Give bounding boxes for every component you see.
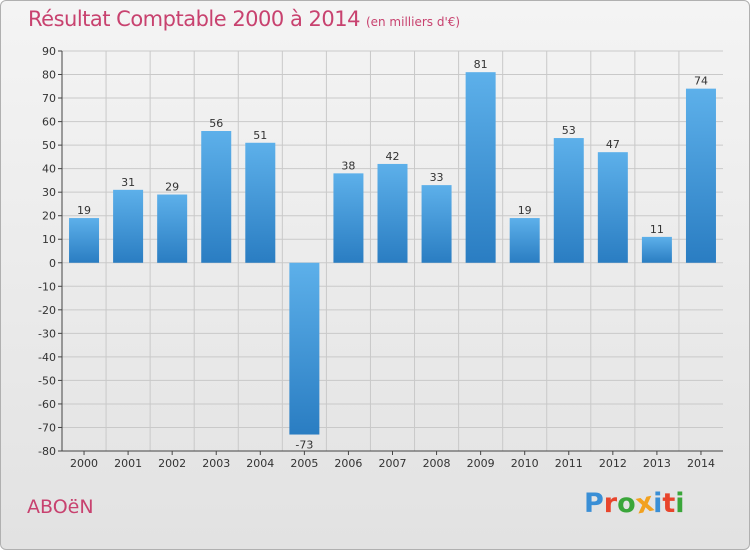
data-label-2009: 81 (474, 58, 488, 71)
x-tick-label: 2009 (467, 457, 495, 470)
y-tick-label: 80 (42, 69, 56, 82)
x-tick-label: 2006 (334, 457, 362, 470)
data-label-2014: 74 (694, 75, 708, 88)
x-tick-label: 2000 (70, 457, 98, 470)
bar-2014 (685, 88, 716, 263)
y-tick-label: -40 (38, 351, 56, 364)
logo-letter: P (584, 488, 604, 519)
y-tick-label: -80 (38, 445, 56, 458)
bar-2008 (421, 185, 452, 263)
x-tick-label: 2010 (511, 457, 539, 470)
chart-title: Résultat Comptable 2000 à 2014 (en millie… (28, 7, 460, 31)
x-tick-label: 2001 (114, 457, 142, 470)
y-tick-label: 0 (49, 257, 56, 270)
x-tick-label: 2002 (158, 457, 186, 470)
y-tick-label: 90 (42, 45, 56, 58)
bar-2004 (245, 142, 276, 263)
data-label-2010: 19 (518, 204, 532, 217)
y-tick-label: 50 (42, 139, 56, 152)
bar-2002 (157, 194, 188, 263)
data-label-2006: 38 (341, 159, 355, 172)
y-tick-label: 60 (42, 116, 56, 129)
y-tick-label: 30 (42, 186, 56, 199)
x-tick-label: 2005 (290, 457, 318, 470)
bar-2005 (289, 262, 320, 435)
y-tick-label: -10 (38, 280, 56, 293)
data-label-2005: -73 (295, 439, 313, 452)
y-tick-label: 10 (42, 233, 56, 246)
y-tick-label: -70 (38, 421, 56, 434)
data-label-2012: 47 (606, 138, 620, 151)
bar-2006 (333, 173, 364, 263)
logo-letter: r (603, 488, 618, 519)
x-tick-label: 2011 (555, 457, 583, 470)
chart-title-unit: (en milliers d'€) (365, 15, 461, 29)
x-tick-label: 2012 (599, 457, 627, 470)
x-tick-label: 2013 (643, 457, 671, 470)
bar-2007 (377, 163, 408, 263)
chart-title-text: Résultat Comptable 2000 à 2014 (28, 7, 360, 31)
commune-name: ABOëN (27, 496, 94, 518)
logo-letter: t (662, 488, 676, 519)
proxiti-logo[interactable]: Proxiti (584, 487, 685, 521)
x-tick-label: 2003 (202, 457, 230, 470)
data-label-2008: 33 (430, 171, 444, 184)
y-tick-label: 20 (42, 210, 56, 223)
x-tick-label: 2008 (423, 457, 451, 470)
y-tick-label: -60 (38, 398, 56, 411)
bar-2000 (69, 218, 100, 263)
bar-2011 (553, 138, 584, 263)
y-tick-label: -30 (38, 327, 56, 340)
logo-letter: i (653, 488, 663, 519)
data-label-2003: 56 (209, 117, 223, 130)
bar-2003 (201, 131, 232, 263)
bar-2010 (509, 218, 540, 263)
bar-2012 (597, 152, 628, 263)
y-tick-label: -20 (38, 304, 56, 317)
y-tick-label: -50 (38, 374, 56, 387)
data-label-2013: 11 (650, 223, 664, 236)
y-tick-label: 40 (42, 163, 56, 176)
logo-letter: o (617, 488, 636, 519)
bar-2009 (465, 72, 496, 263)
data-label-2007: 42 (386, 150, 400, 163)
data-label-2001: 31 (121, 176, 135, 189)
data-label-2011: 53 (562, 124, 576, 137)
y-tick-label: 70 (42, 92, 56, 105)
logo-letter: i (675, 488, 685, 519)
x-tick-label: 2007 (379, 457, 407, 470)
x-tick-label: 2014 (687, 457, 715, 470)
data-label-2002: 29 (165, 181, 179, 194)
data-label-2000: 19 (77, 204, 91, 217)
x-tick-label: 2004 (246, 457, 274, 470)
bar-2001 (113, 189, 144, 263)
data-label-2004: 51 (253, 129, 267, 142)
bar-2013 (641, 236, 672, 263)
